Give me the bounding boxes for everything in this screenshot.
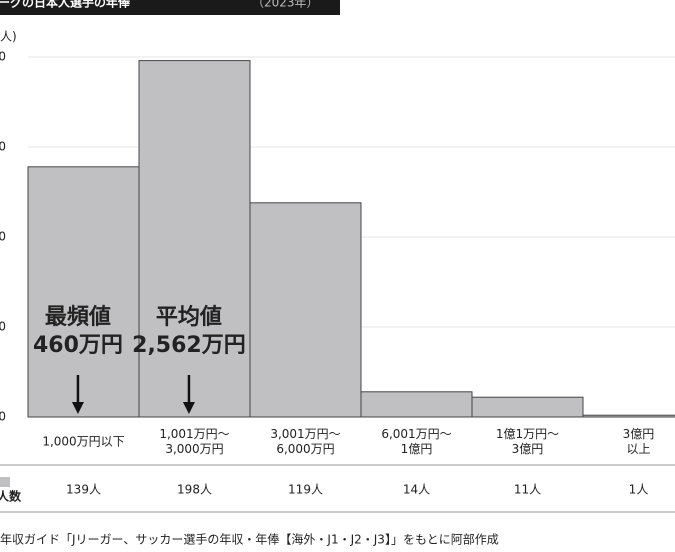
title-bar (0, 0, 340, 15)
value-label: 11人 (513, 482, 542, 497)
annotation: 平均値 2,562万円 (132, 305, 246, 358)
y-tick-label: 100 (0, 230, 6, 244)
bar (471, 396, 584, 418)
category-label: 1,001万円〜 3,000万円 (159, 427, 230, 456)
category-label: 6,001万円〜 1億円 (381, 427, 452, 456)
y-tick-label: 50 (0, 320, 6, 334)
annotation: 最頻値 460万円 (32, 305, 123, 358)
category-label: 1億1万円〜 3億円 (495, 427, 560, 456)
chart-subtitle: （2023年） (252, 0, 319, 10)
source: 年収ガイド「Jリーガー、サッカー選手の年収・年俸【海外・J1・J2・J3】」をも… (0, 532, 499, 547)
category-label: 3億円以上 (622, 427, 655, 456)
y-axis-label: 人) (0, 30, 17, 44)
value-label: 14人 (402, 482, 431, 497)
bar (249, 202, 362, 418)
category-label: 3,001万円〜 6,000万円 (270, 427, 341, 456)
value-label: 119人 (288, 482, 323, 497)
y-tick-label: 150 (0, 140, 6, 154)
bar (138, 60, 251, 418)
bar (27, 166, 140, 418)
bar (582, 414, 675, 418)
category-label: 1,000万円以下 (42, 434, 125, 449)
y-tick-label: 0 (0, 410, 6, 424)
value-label: 139人 (66, 482, 101, 497)
value-label: 198人 (177, 482, 212, 497)
value-label: 1人 (628, 482, 649, 497)
annotation-arrowhead (182, 402, 195, 414)
bar (360, 391, 473, 418)
annotation-arrowhead (71, 402, 84, 414)
legend-label: 人数 (0, 489, 22, 504)
legend-swatch (0, 477, 10, 487)
y-tick-label: 200 (0, 50, 6, 64)
chart-title: ーグの日本人選手の年俸 (0, 0, 131, 10)
